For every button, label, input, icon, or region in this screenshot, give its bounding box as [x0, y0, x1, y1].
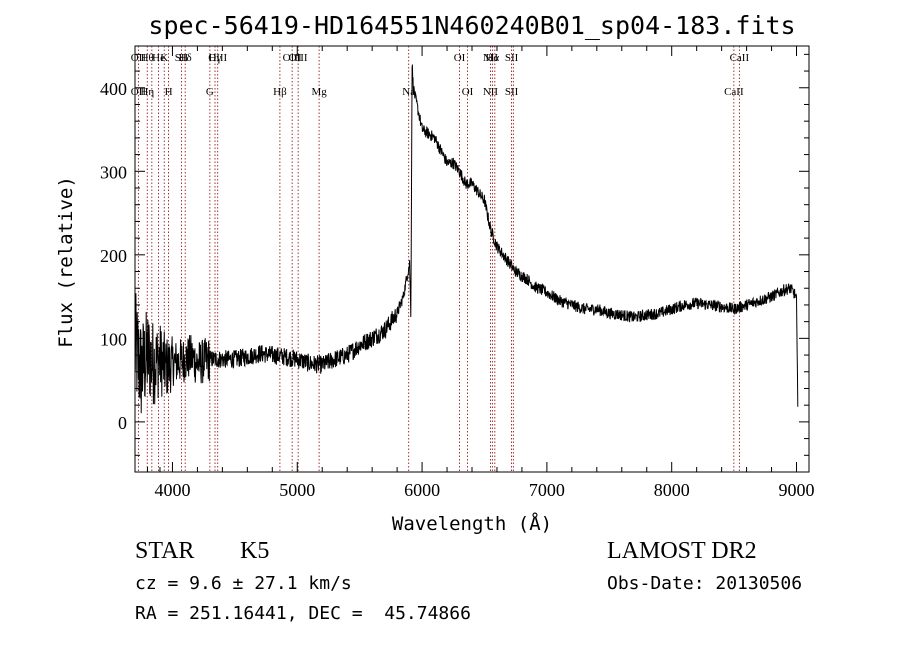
y-tick-label: 0: [118, 413, 127, 433]
x-tick-label: 5000: [279, 480, 315, 500]
x-axis-label: Wavelength (Å): [392, 512, 552, 535]
y-tick-label: 200: [100, 246, 127, 266]
line-label: CaII: [730, 52, 750, 64]
plot-frame: [134, 45, 810, 473]
redshift-text: cz = 9.6 ± 27.1 km/s: [135, 573, 352, 594]
line-label: Hβ: [273, 86, 287, 98]
x-tick-label: 4000: [154, 480, 190, 500]
line-label: CaII: [724, 86, 744, 98]
line-label: OI: [454, 52, 466, 64]
x-tick-label: 9000: [779, 480, 815, 500]
line-label: Hα: [485, 52, 499, 64]
x-tick-label: 6000: [404, 480, 440, 500]
line-label: SII: [175, 52, 189, 64]
line-label: Hη: [140, 86, 154, 98]
x-axis: 4000 5000 6000 7000 8000 9000: [146, 46, 815, 500]
obs-date: Obs-Date: 20130506: [607, 573, 803, 594]
x-tick-label: 7000: [529, 480, 565, 500]
x-tick-label: 8000: [654, 480, 690, 500]
line-label: H: [165, 86, 173, 98]
line-label: Hθ: [141, 52, 154, 64]
line-label: SII: [505, 86, 519, 98]
line-label: OIII: [208, 52, 227, 64]
line-label: Hγ: [209, 52, 222, 64]
y-tick-label: 400: [100, 79, 127, 99]
line-label: G: [206, 86, 214, 98]
line-label: K: [160, 52, 168, 64]
line-label: Mg: [311, 86, 327, 98]
y-tick-label: 300: [100, 162, 127, 182]
line-label: He: [152, 52, 165, 64]
survey-name: LAMOST DR2: [607, 538, 757, 564]
y-axis-label: Flux (relative): [55, 176, 77, 348]
line-label: SII: [505, 52, 519, 64]
line-label: OI: [462, 86, 474, 98]
coordinates-text: RA = 251.16441, DEC = 45.74866: [135, 603, 471, 624]
spectrum-line: [134, 64, 799, 414]
object-subclass: K5: [240, 538, 270, 564]
line-label: OIII: [289, 52, 308, 64]
object-class: STAR: [135, 538, 195, 564]
y-axis: 0 100 200 300 400: [100, 53, 809, 456]
chart-title: spec-56419-HD164551N460240B01_sp04-183.f…: [148, 11, 795, 40]
y-tick-label: 100: [100, 329, 127, 349]
line-label: NII: [483, 52, 499, 64]
line-label: NII: [483, 86, 499, 98]
spectral-line-markers: [137, 46, 740, 472]
line-label: Hδ: [179, 52, 192, 64]
